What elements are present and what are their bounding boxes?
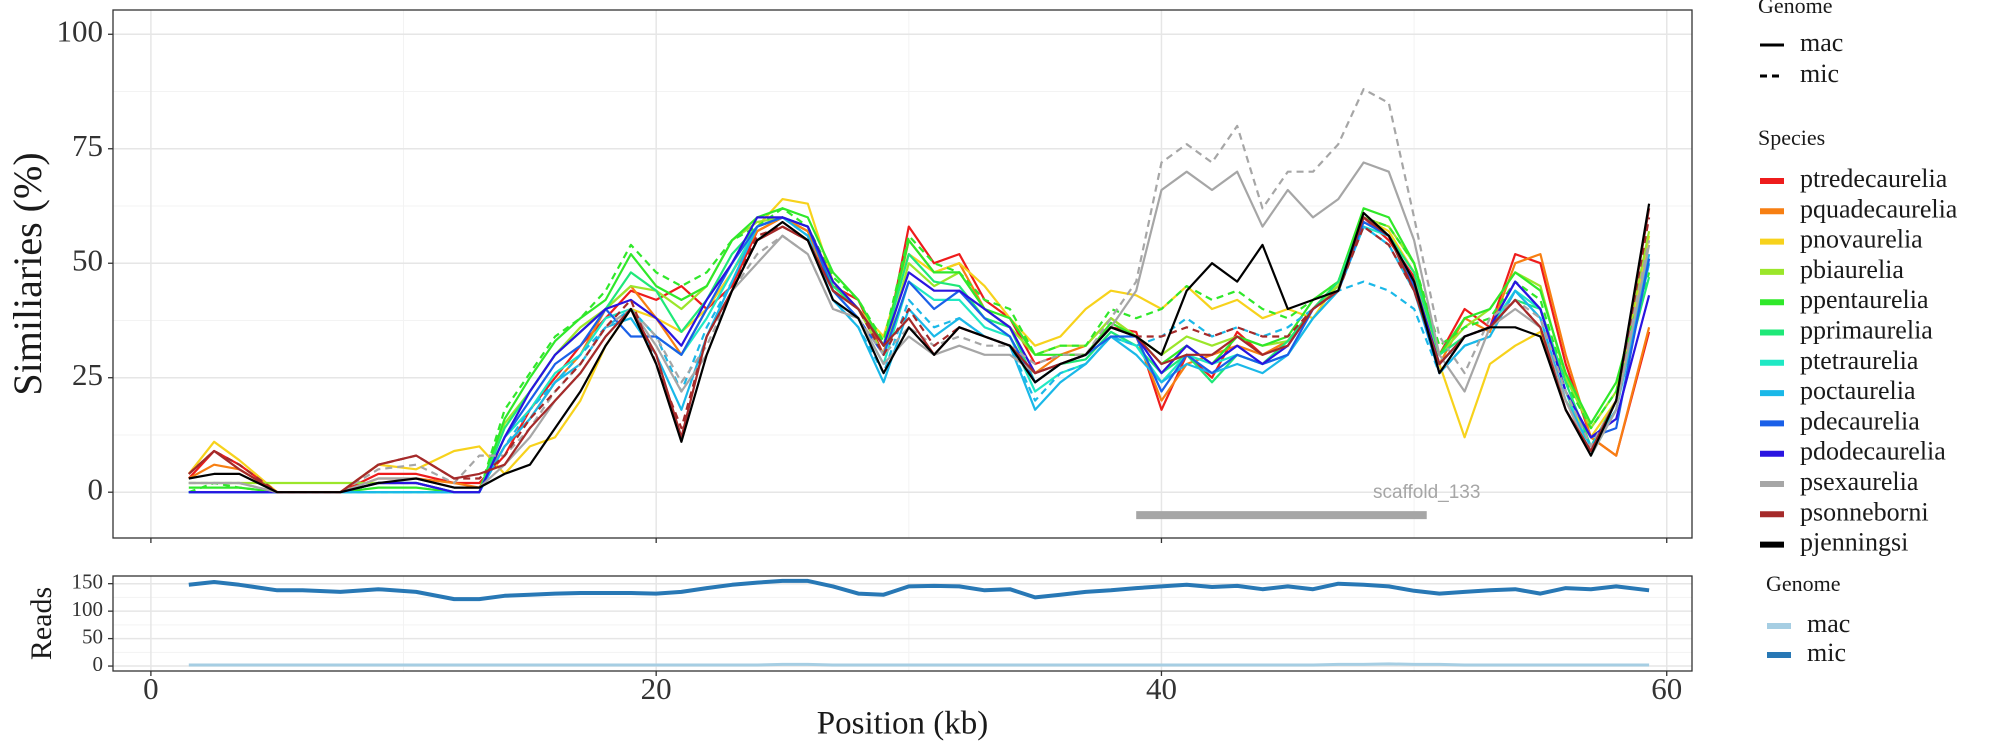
y-tick-label: 0 bbox=[88, 471, 104, 506]
series-group bbox=[187, 88, 1651, 494]
x-tick-label: 0 bbox=[143, 671, 159, 706]
plot-border bbox=[112, 575, 1693, 672]
series-line bbox=[188, 161, 1651, 494]
y-tick-label: 150 bbox=[72, 570, 104, 594]
y-tick-label: 75 bbox=[72, 128, 103, 163]
legend-label: ptetraurelia bbox=[1800, 346, 1919, 375]
legend-label: psonneborni bbox=[1800, 497, 1929, 526]
y-tick-label: 100 bbox=[72, 597, 104, 621]
legend-title: Genome bbox=[1758, 0, 1833, 18]
legend-label: pnovaurelia bbox=[1800, 225, 1923, 254]
legend-label: ptredecaurelia bbox=[1800, 164, 1948, 193]
series-line bbox=[188, 217, 1651, 494]
scaffold-label: scaffold_133 bbox=[1373, 482, 1480, 503]
legend-title: Species bbox=[1758, 125, 1825, 150]
x-axis-label: Position (kb) bbox=[817, 706, 988, 742]
legend-label: mic bbox=[1800, 59, 1839, 88]
x-tick-label: 20 bbox=[641, 671, 672, 706]
legend-label: pprimaurelia bbox=[1800, 315, 1933, 344]
legend-label: mac bbox=[1807, 609, 1850, 638]
y-axis-label: Reads bbox=[25, 587, 58, 660]
legend-label: psexaurelia bbox=[1800, 467, 1919, 496]
series-line bbox=[188, 578, 1650, 602]
legend-label: pquadecaurelia bbox=[1800, 194, 1958, 223]
legend-label: ppentaurelia bbox=[1800, 285, 1929, 314]
y-tick-label: 50 bbox=[82, 624, 103, 648]
legend-label: pjenningsi bbox=[1800, 528, 1908, 557]
y-axis-label: Similiaries (%) bbox=[5, 152, 50, 395]
x-tick-label: 40 bbox=[1146, 671, 1177, 706]
y-tick-label: 100 bbox=[57, 13, 104, 48]
legend-label: poctaurelia bbox=[1800, 376, 1916, 405]
legend-label: pdecaurelia bbox=[1800, 406, 1920, 435]
legend-label: mac bbox=[1800, 28, 1843, 57]
series-group bbox=[188, 578, 1650, 667]
series-line bbox=[188, 662, 1650, 667]
legend-title: Genome bbox=[1766, 571, 1841, 596]
legend-label: pbiaurelia bbox=[1800, 255, 1904, 284]
y-tick-label: 50 bbox=[72, 242, 103, 277]
x-tick-label: 60 bbox=[1651, 671, 1682, 706]
y-tick-label: 25 bbox=[72, 357, 103, 392]
legend-label: pdodecaurelia bbox=[1800, 437, 1946, 466]
legend-label: mic bbox=[1807, 638, 1846, 667]
plot-border bbox=[112, 9, 1693, 539]
series-line bbox=[188, 203, 1651, 494]
y-tick-label: 0 bbox=[93, 652, 104, 676]
series-line bbox=[188, 216, 1651, 494]
